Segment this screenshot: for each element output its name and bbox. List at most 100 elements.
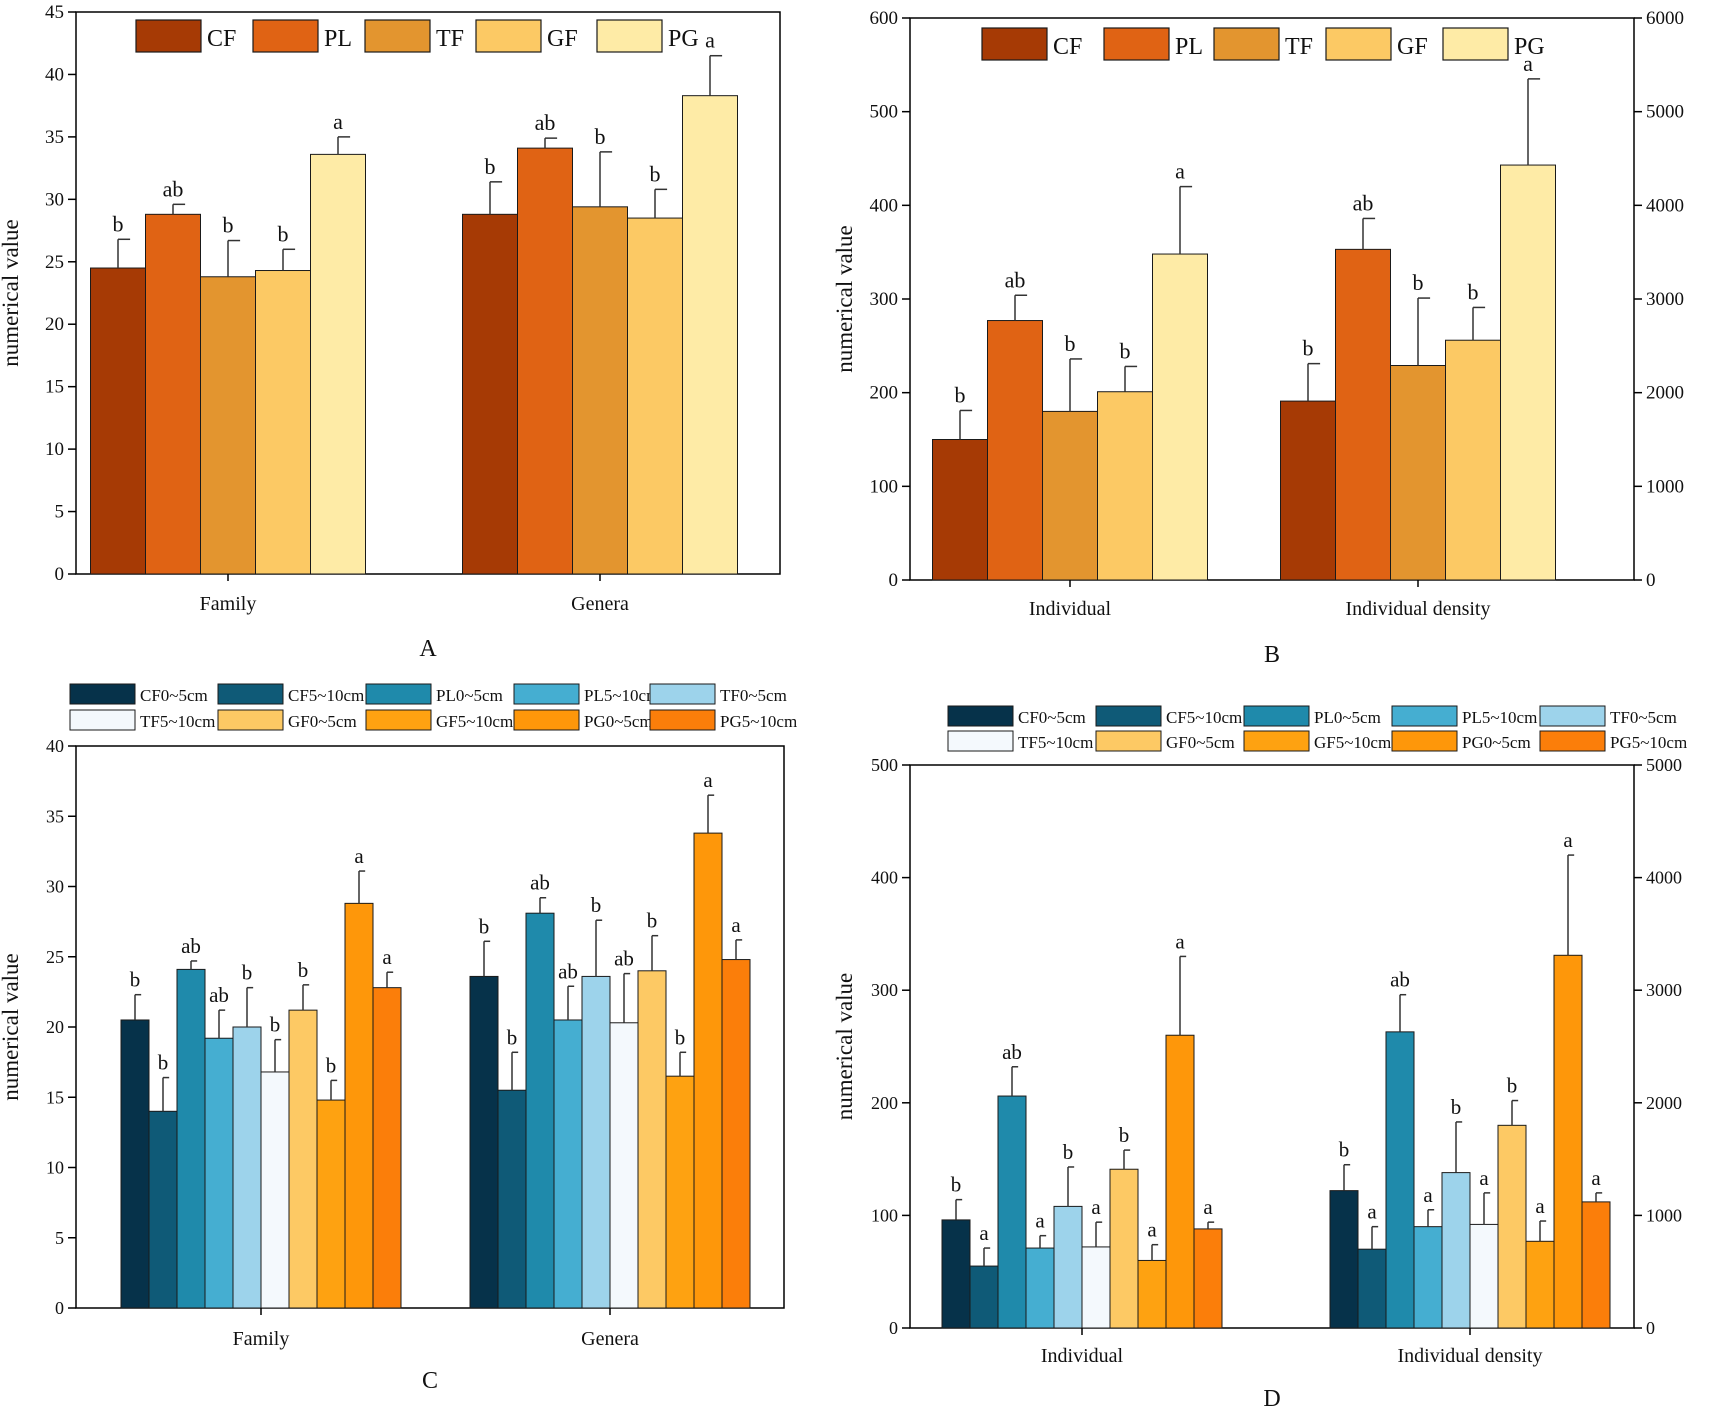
y-tick-label: 100 (870, 476, 899, 497)
y-tick-label: 400 (870, 195, 899, 216)
significance-letter: b (270, 1013, 281, 1037)
bar-cf0-5cm-individual-density (1329, 1190, 1359, 1329)
legend-swatch (252, 19, 319, 53)
significance-letter: ab (1353, 190, 1374, 215)
legend-swatch (649, 709, 716, 731)
legend-label: GF0~5cm (1166, 733, 1235, 752)
bar-cf5-10cm-individual-density (1357, 1248, 1387, 1329)
y-tick-label: 500 (871, 755, 898, 775)
bar-pg-individual-density (1500, 164, 1556, 581)
legend-swatch (1213, 27, 1280, 61)
legend-label: PL5~10cm (1462, 708, 1537, 727)
y-tick-label: 35 (45, 127, 64, 148)
legend-label: CF5~10cm (1166, 708, 1242, 727)
significance-letter: b (158, 1051, 169, 1075)
significance-letter: ab (1390, 968, 1410, 992)
bar-pl-family (145, 213, 201, 575)
panel-label: B (1264, 642, 1280, 668)
bar-pl5-10cm-family (204, 1037, 234, 1309)
legend-label: TF0~5cm (1610, 708, 1677, 727)
significance-letter: b (955, 382, 966, 407)
x-tick-label: Individual density (1346, 598, 1491, 620)
legend-label: PL (1175, 34, 1203, 60)
legend-label: PL0~5cm (1314, 708, 1381, 727)
legend-label: GF5~10cm (1314, 733, 1391, 752)
y-tick-label: 200 (870, 383, 899, 404)
bar-pg0-5cm-individual-density (1553, 954, 1583, 1329)
legend-swatch (513, 683, 580, 705)
significance-letter: b (647, 909, 658, 933)
y-tick-label: 0 (889, 570, 899, 591)
significance-letter: b (242, 961, 253, 985)
significance-letter: b (1119, 1123, 1130, 1147)
bar-gf-family (255, 270, 311, 575)
legend-swatch (1391, 705, 1458, 727)
plot-frame (75, 11, 781, 575)
y2-tick-label: 6000 (1646, 8, 1684, 29)
legend-swatch (1243, 705, 1310, 727)
y-tick-label: 20 (46, 1017, 64, 1037)
legend-swatch (1325, 27, 1392, 61)
bar-tf5-10cm-family (260, 1071, 290, 1309)
significance-letter: b (650, 161, 661, 186)
y2-tick-label: 0 (1646, 570, 1656, 591)
legend-label: PG (668, 26, 699, 52)
bar-tf-individual (1042, 410, 1098, 581)
legend-label: PL (324, 26, 352, 52)
y-tick-label: 500 (870, 102, 899, 123)
significance-letter: b (1451, 1095, 1462, 1119)
plot-frame (909, 764, 1635, 1329)
bar-pg-family (310, 153, 366, 575)
bar-pl0-5cm-genera (525, 912, 555, 1309)
bar-pl-individual-density (1335, 248, 1391, 581)
y-tick-label: 25 (45, 252, 64, 273)
legend: CF PL TF GF PG (135, 19, 699, 53)
bar-gf-individual (1097, 391, 1153, 581)
legend-swatch (981, 27, 1048, 61)
legend-label: PG5~10cm (1610, 733, 1687, 752)
y-tick-label: 600 (870, 8, 899, 29)
bar-cf5-10cm-genera (497, 1089, 527, 1309)
legend-swatch (1539, 705, 1606, 727)
significance-letter: a (705, 28, 715, 53)
bar-pl5-10cm-individual (1025, 1247, 1055, 1329)
significance-letter: a (979, 1221, 989, 1245)
y-tick-label: 45 (45, 2, 64, 23)
legend-swatch (364, 19, 431, 53)
legend-swatch (365, 709, 432, 731)
bar-cf5-10cm-individual (969, 1265, 999, 1329)
bar-tf5-10cm-individual-density (1469, 1223, 1499, 1329)
bar-cf5-10cm-family (148, 1110, 178, 1309)
y-tick-label: 0 (55, 564, 65, 585)
bar-cf0-5cm-family (120, 1019, 150, 1309)
legend-label: CF5~10cm (288, 686, 364, 705)
significance-letter: b (130, 968, 141, 992)
significance-letter: b (485, 154, 496, 179)
bar-tf0-5cm-individual (1053, 1205, 1083, 1329)
y-tick-label: 15 (45, 377, 64, 398)
x-tick-label: Individual (1029, 598, 1112, 620)
legend-swatch (513, 709, 580, 731)
significance-letter: a (1035, 1209, 1045, 1233)
y-tick-label: 0 (55, 1298, 64, 1318)
bar-pl5-10cm-individual-density (1413, 1226, 1443, 1329)
bar-pg-individual (1152, 253, 1208, 581)
legend-swatch (1095, 705, 1162, 727)
significance-letter: b (591, 893, 602, 917)
significance-letter: ab (558, 959, 578, 983)
chart-panel-b: 0100200300400500600010002000300040005000… (832, 8, 1684, 668)
panel-label: A (419, 636, 437, 662)
legend-label: PG0~5cm (584, 712, 653, 731)
y-tick-label: 300 (870, 289, 899, 310)
significance-letter: b (326, 1053, 337, 1077)
bar-cf-family (90, 267, 146, 575)
x-tick-label: Family (200, 593, 257, 615)
bar-pl5-10cm-genera (553, 1019, 583, 1309)
legend-label: GF0~5cm (288, 712, 357, 731)
legend-swatch (1442, 27, 1509, 61)
y-tick-label: 5 (55, 502, 65, 523)
legend-swatch (947, 730, 1014, 752)
bar-gf5-10cm-individual (1137, 1259, 1167, 1329)
significance-letter: a (1175, 159, 1185, 184)
